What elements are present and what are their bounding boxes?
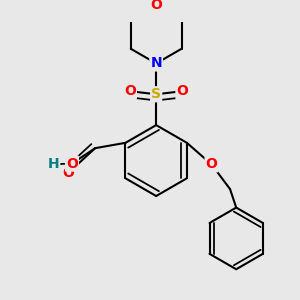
Text: H: H: [48, 157, 59, 171]
Text: O: O: [176, 84, 188, 98]
Text: O: O: [150, 0, 162, 12]
Text: O: O: [66, 157, 78, 171]
Text: O: O: [62, 166, 74, 180]
Text: O: O: [124, 84, 136, 98]
Text: O: O: [206, 158, 218, 171]
Text: S: S: [151, 87, 161, 101]
Text: N: N: [150, 56, 162, 70]
